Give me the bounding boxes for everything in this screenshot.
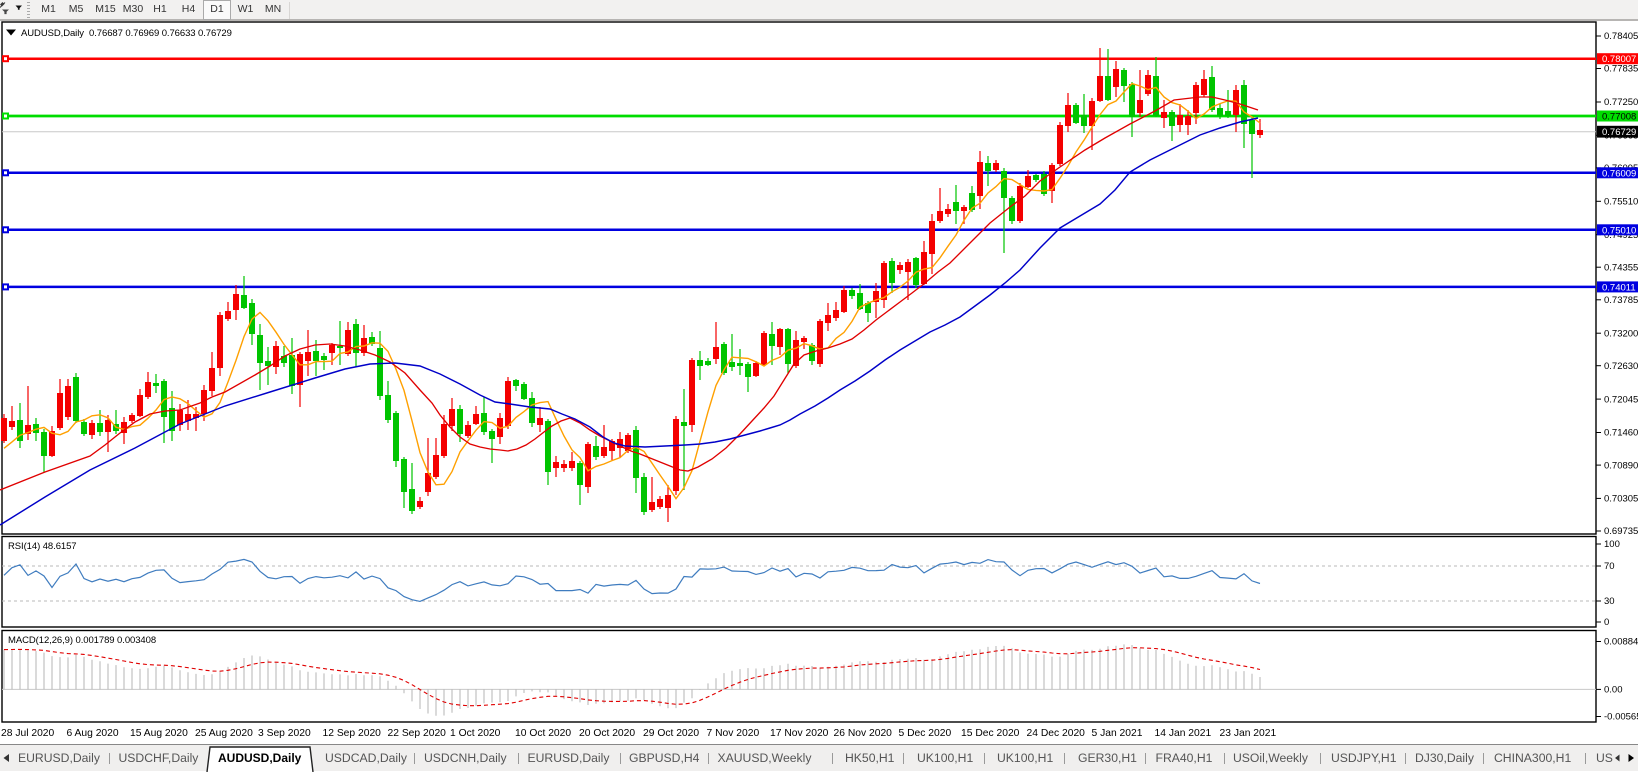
svg-text:29 Oct 2020: 29 Oct 2020 <box>643 728 699 739</box>
svg-text:0.77008: 0.77008 <box>1602 112 1636 123</box>
svg-text:15 Dec 2020: 15 Dec 2020 <box>961 728 1020 739</box>
svg-text:0.74355: 0.74355 <box>1604 262 1638 273</box>
svg-text:0.00: 0.00 <box>1604 685 1623 696</box>
svg-text:0.73785: 0.73785 <box>1604 295 1638 306</box>
svg-text:20 Oct 2020: 20 Oct 2020 <box>579 728 635 739</box>
svg-text:0.00884: 0.00884 <box>1604 637 1638 648</box>
svg-text:0.76009: 0.76009 <box>1602 168 1636 179</box>
svg-text:0.73200: 0.73200 <box>1604 328 1638 339</box>
svg-text:0.70890: 0.70890 <box>1604 460 1638 471</box>
svg-text:0.72630: 0.72630 <box>1604 361 1638 372</box>
svg-text:AUDUSD,Daily 0.76687 0.76969: AUDUSD,Daily 0.76687 0.76969 0.76633 0.7… <box>21 28 232 39</box>
svg-text:3 Sep 2020: 3 Sep 2020 <box>258 728 311 739</box>
svg-text:30: 30 <box>1604 596 1615 607</box>
svg-text:0.76729: 0.76729 <box>1602 127 1636 138</box>
svg-text:15 Aug 2020: 15 Aug 2020 <box>130 728 188 739</box>
svg-text:0.75510: 0.75510 <box>1604 197 1638 208</box>
svg-text:5 Dec 2020: 5 Dec 2020 <box>899 728 952 739</box>
svg-text:10 Oct 2020: 10 Oct 2020 <box>515 728 571 739</box>
svg-text:28 Jul 2020: 28 Jul 2020 <box>1 728 55 739</box>
svg-text:0: 0 <box>1604 617 1609 628</box>
svg-text:70: 70 <box>1604 561 1615 572</box>
svg-text:25 Aug 2020: 25 Aug 2020 <box>195 728 253 739</box>
svg-text:6 Aug 2020: 6 Aug 2020 <box>67 728 119 739</box>
svg-text:7 Nov 2020: 7 Nov 2020 <box>707 728 760 739</box>
svg-text:0.77250: 0.77250 <box>1604 97 1638 108</box>
svg-text:26 Nov 2020: 26 Nov 2020 <box>834 728 893 739</box>
svg-text:-0.005651: -0.005651 <box>1604 712 1638 723</box>
svg-text:0.77835: 0.77835 <box>1604 64 1638 75</box>
svg-text:0.75010: 0.75010 <box>1602 225 1636 236</box>
svg-text:24 Dec 2020: 24 Dec 2020 <box>1027 728 1086 739</box>
svg-text:0.74011: 0.74011 <box>1602 282 1636 293</box>
svg-text:22 Sep 2020: 22 Sep 2020 <box>388 728 447 739</box>
svg-text:0.70305: 0.70305 <box>1604 494 1638 505</box>
svg-text:100: 100 <box>1604 539 1620 550</box>
svg-text:0.78405: 0.78405 <box>1604 31 1638 42</box>
svg-text:5 Jan 2021: 5 Jan 2021 <box>1092 728 1143 739</box>
svg-text:0.72045: 0.72045 <box>1604 394 1638 405</box>
svg-text:0.71460: 0.71460 <box>1604 428 1638 439</box>
svg-text:12 Sep 2020: 12 Sep 2020 <box>323 728 382 739</box>
svg-text:1 Oct 2020: 1 Oct 2020 <box>450 728 501 739</box>
svg-text:0.69735: 0.69735 <box>1604 526 1638 537</box>
svg-text:MACD(12,26,9) 0.001789 0.00340: MACD(12,26,9) 0.001789 0.003408 <box>8 635 156 646</box>
svg-text:0.78007: 0.78007 <box>1602 54 1636 65</box>
svg-text:0.74925: 0.74925 <box>1604 230 1638 241</box>
svg-text:RSI(14) 48.6157: RSI(14) 48.6157 <box>8 541 77 552</box>
svg-text:17 Nov 2020: 17 Nov 2020 <box>770 728 829 739</box>
svg-text:14 Jan 2021: 14 Jan 2021 <box>1155 728 1212 739</box>
svg-text:23 Jan 2021: 23 Jan 2021 <box>1220 728 1277 739</box>
